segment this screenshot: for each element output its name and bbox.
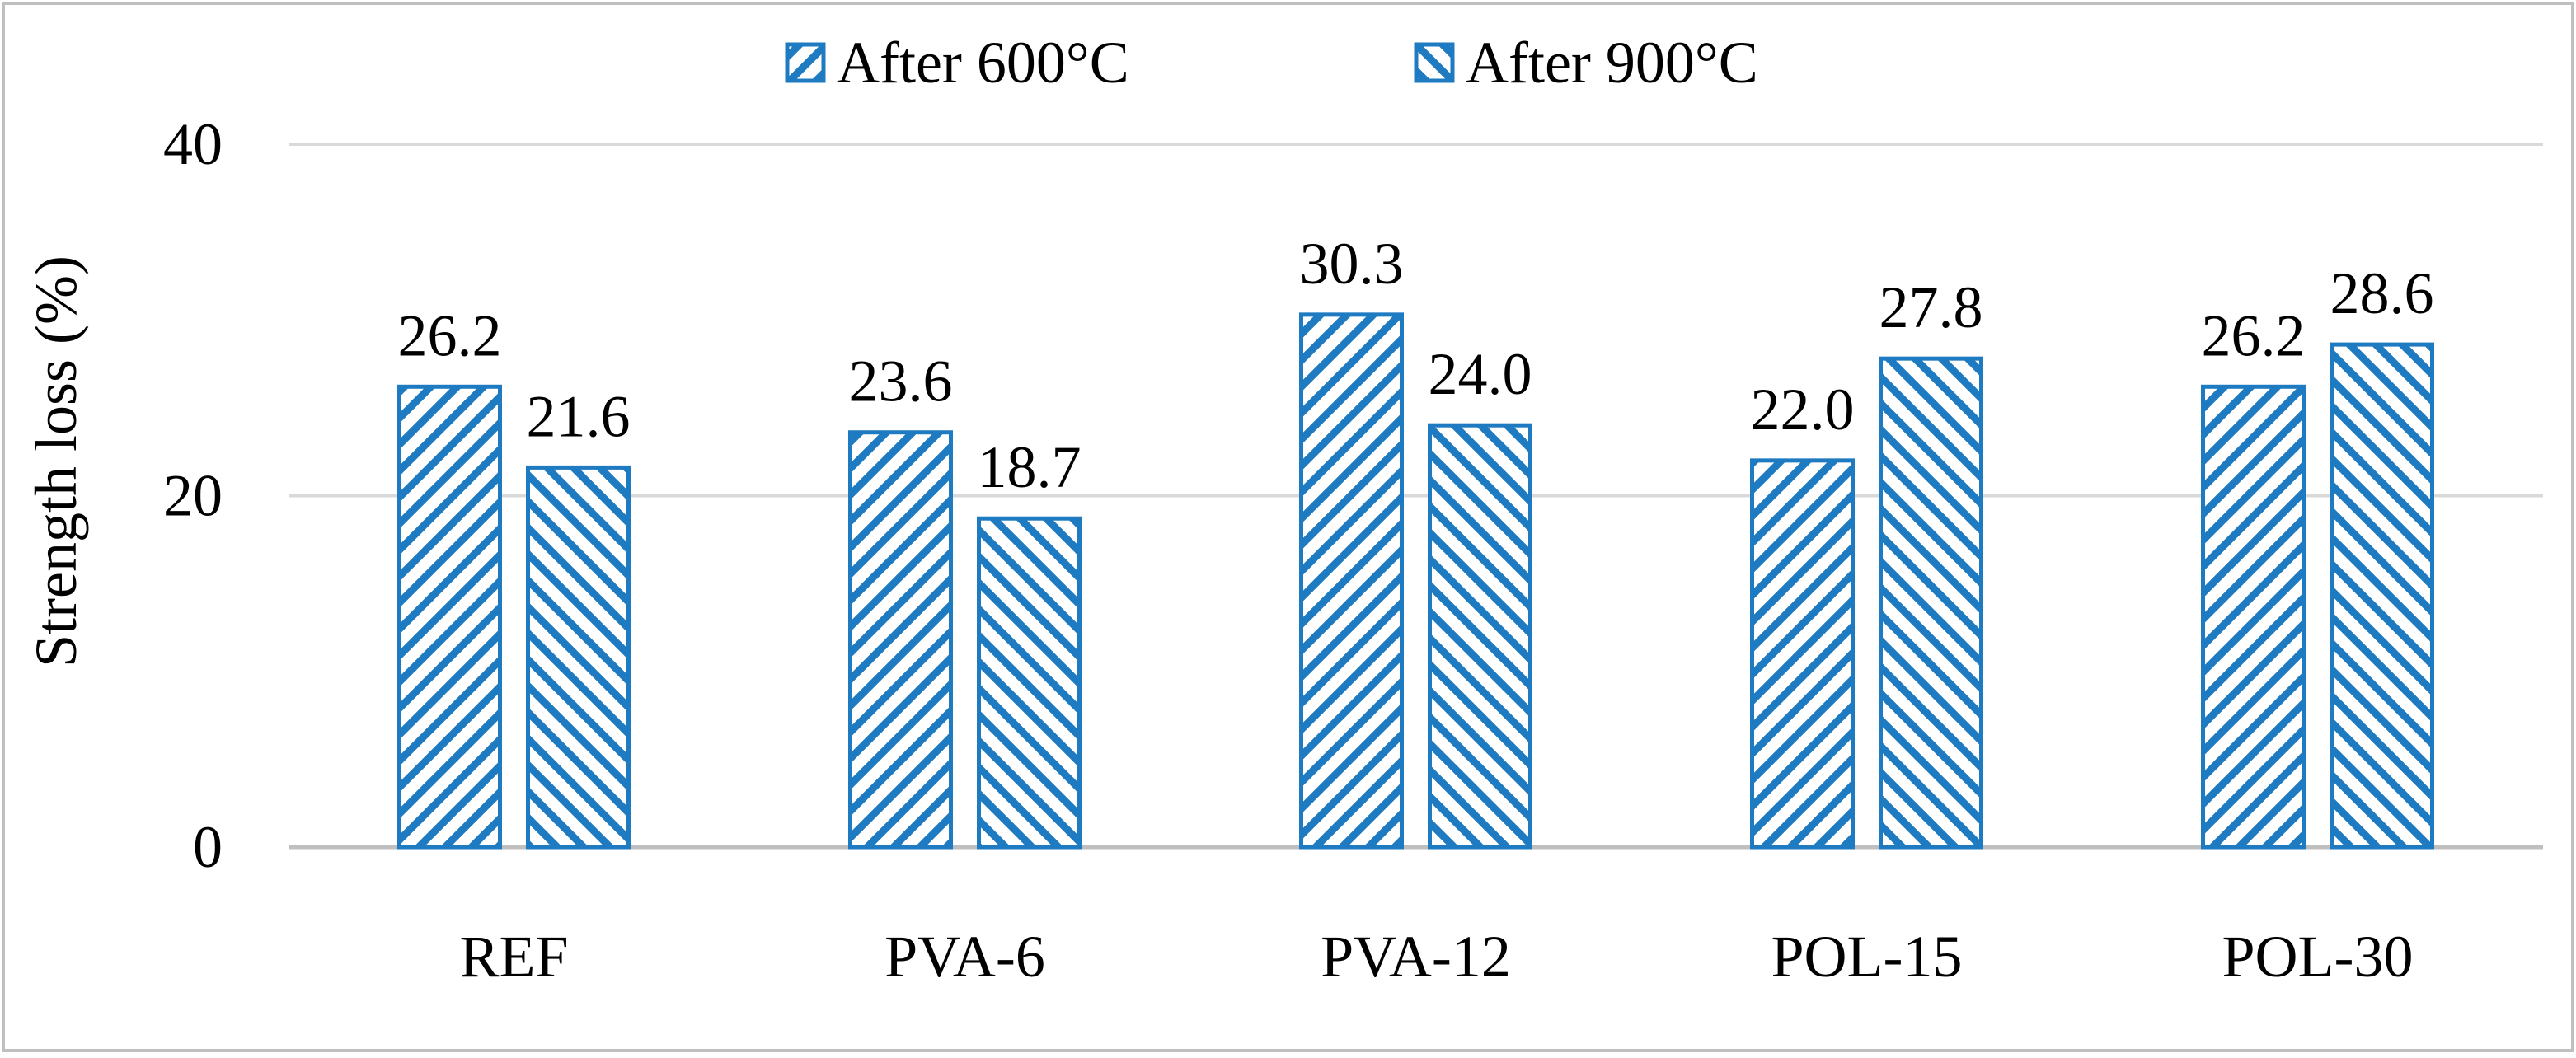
- gridlines: [289, 143, 2543, 850]
- bar-pol-30-series-2: [2330, 342, 2434, 850]
- bar-ref-series-1: [397, 384, 502, 850]
- data-label: 21.6: [527, 383, 631, 449]
- bars: [397, 312, 2434, 850]
- bar-pva-6-series-1: [848, 430, 953, 850]
- data-label: 26.2: [2202, 302, 2306, 368]
- bar-pva-12-series-1: [1299, 312, 1404, 850]
- data-label: 28.6: [2330, 260, 2434, 326]
- x-tick-label: PVA-6: [884, 924, 1045, 990]
- bar-pol-15-series-1: [1750, 458, 1855, 850]
- x-tick-label: PVA-12: [1321, 924, 1511, 990]
- x-tick-label: POL-30: [2222, 924, 2414, 990]
- y-tick-labels: 0 20 40: [163, 111, 223, 880]
- bar-pva-12-series-2: [1428, 423, 1532, 850]
- x-tick-labels: REF PVA-6 PVA-12 POL-15 POL-30: [459, 924, 2413, 990]
- data-labels: 26.2 21.6 23.6 18.7 30.3 24.0 22.0 27.8 26.2 28.6: [398, 231, 2434, 500]
- legend: After 600°C After 900°C: [785, 30, 1758, 96]
- bar-pol-30-series-1: [2201, 384, 2306, 850]
- legend-label-series-1: After 600°C: [837, 30, 1129, 96]
- bar-ref-series-2: [526, 465, 631, 850]
- data-label: 27.8: [1879, 274, 1983, 340]
- legend-swatch-series-1: [785, 42, 826, 83]
- data-label: 30.3: [1300, 231, 1404, 297]
- bar-pol-15-series-2: [1879, 356, 1983, 850]
- x-tick-label: POL-15: [1771, 924, 1963, 990]
- data-label: 23.6: [849, 349, 953, 414]
- y-tick-label: 0: [193, 814, 223, 880]
- x-tick-label: REF: [459, 924, 568, 990]
- data-label: 24.0: [1429, 341, 1532, 407]
- bar-pva-6-series-2: [977, 516, 1082, 850]
- y-tick-label: 40: [163, 111, 223, 177]
- y-tick-label: 20: [163, 463, 223, 529]
- data-label: 26.2: [398, 302, 502, 368]
- data-label: 22.0: [1751, 377, 1855, 442]
- legend-swatch-series-2: [1414, 42, 1455, 83]
- legend-label-series-2: After 900°C: [1466, 30, 1758, 96]
- y-axis-title: Strength loss (%): [23, 255, 89, 667]
- data-label: 18.7: [978, 434, 1082, 500]
